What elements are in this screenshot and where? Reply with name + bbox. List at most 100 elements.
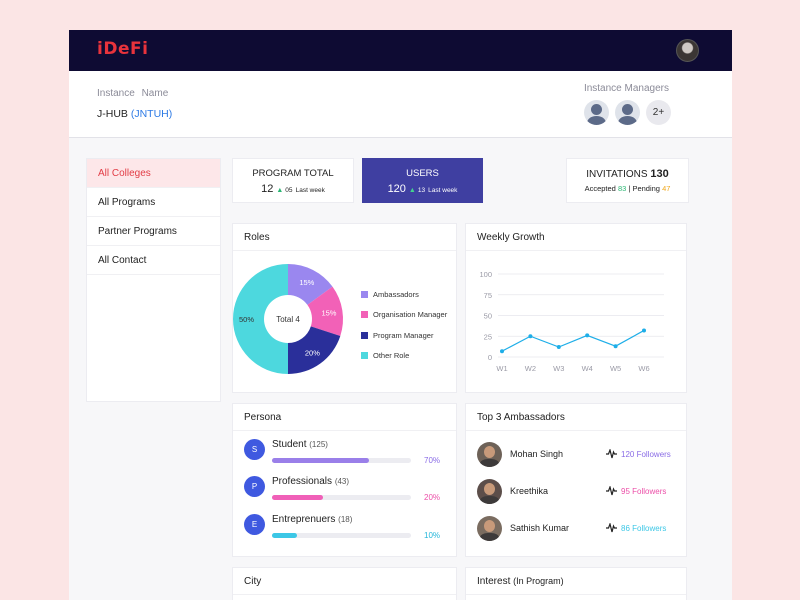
data-point[interactable]	[528, 334, 533, 339]
invitations-card[interactable]: INVITATIONS 130 Accepted 83 | Pending 47	[566, 158, 689, 203]
y-tick-label: 50	[484, 312, 492, 321]
data-point[interactable]	[500, 349, 504, 354]
legend-item-other-role: Other Role	[361, 346, 447, 367]
breakdown-separator: |	[628, 184, 631, 193]
invitations-title: INVITATIONS	[586, 169, 648, 180]
city-title: City	[233, 568, 456, 595]
data-point[interactable]	[642, 328, 646, 333]
sidebar-item-all-programs[interactable]: All Programs	[87, 188, 220, 217]
ambassador-followers: 86 Followers	[621, 524, 667, 533]
manager-avatar[interactable]	[584, 100, 609, 125]
instance-name: J-HUB (JNTUH)	[97, 108, 172, 120]
slice-label: 15%	[321, 309, 336, 318]
interest-panel: Interest (In Program)	[465, 567, 687, 600]
persona-row-student[interactable]: S Student (125) 70%	[244, 438, 444, 468]
persona-percent: 20%	[424, 493, 441, 502]
slice-label: 15%	[299, 278, 314, 287]
persona-progress-track	[272, 495, 411, 500]
donut-slice[interactable]	[307, 286, 343, 336]
persona-count: (125)	[309, 440, 328, 449]
activity-icon	[606, 449, 617, 459]
sidebar-item-all-contact[interactable]: All Contact	[87, 246, 220, 275]
invitations-breakdown: Accepted 83 | Pending 47	[567, 184, 688, 193]
pending-label: Pending	[632, 184, 660, 193]
persona-progress-track	[272, 533, 411, 538]
app-logo[interactable]: iDeFi	[97, 39, 149, 59]
data-point[interactable]	[556, 345, 561, 350]
roles-legend: Ambassadors Organisation Manager Program…	[361, 284, 447, 366]
persona-progress-fill	[272, 533, 298, 538]
donut-slice[interactable]	[233, 264, 288, 374]
managers-avatars: 2+	[584, 100, 671, 125]
instance-label: Instance Name	[97, 88, 169, 99]
ambassador-followers: 95 Followers	[621, 487, 667, 496]
city-panel: City	[232, 567, 457, 600]
persona-title: Persona	[233, 404, 456, 431]
sidebar: All Colleges All Programs Partner Progra…	[86, 158, 221, 402]
program-total-card[interactable]: PROGRAM TOTAL 12 ▲ 05 Last week	[232, 158, 354, 203]
program-total-title: PROGRAM TOTAL	[252, 168, 334, 179]
persona-percent: 70%	[424, 456, 441, 465]
ambassador-name: Sathish Kumar	[510, 523, 570, 533]
instance-name-code: (JNTUH)	[130, 108, 173, 120]
weekly-growth-panel: Weekly Growth 0 25 50 75 100 W1 W2 W3 W4 W5 W6	[465, 223, 687, 393]
invitations-count: 130	[650, 168, 669, 180]
persona-initial: P	[244, 476, 265, 497]
slice-label: 50%	[239, 315, 254, 324]
persona-name: Professionals (43)	[272, 476, 349, 487]
roles-panel: Roles 15% 15% 20% 50% Total 4 Ambassadors Or…	[232, 223, 457, 393]
ambassador-name: Kreethika	[510, 486, 549, 496]
invitations-title-line: INVITATIONS 130	[567, 168, 688, 180]
data-point[interactable]	[613, 344, 618, 349]
x-tick-label: W6	[638, 364, 649, 373]
user-avatar[interactable]	[676, 39, 699, 62]
managers-more-button[interactable]: 2+	[646, 100, 671, 125]
weekly-growth-title: Weekly Growth	[466, 224, 686, 251]
persona-name-text: Professionals	[272, 476, 333, 487]
manager-avatar[interactable]	[615, 100, 640, 125]
ambassador-avatar	[477, 479, 502, 504]
legend-label: Other Role	[373, 351, 410, 361]
persona-row-professionals[interactable]: P Professionals (43) 20%	[244, 475, 444, 505]
interest-title: Interest (In Program)	[466, 568, 686, 595]
donut-center-label: Total 4	[276, 315, 300, 324]
x-tick-label: W3	[553, 364, 564, 373]
users-line: 120 ▲ 13 Last week	[363, 183, 482, 195]
x-tick-label: W4	[582, 364, 593, 373]
legend-swatch	[361, 311, 368, 319]
y-tick-label: 0	[488, 353, 492, 362]
instance-header: Instance Name J-HUB (JNTUH) Instance Man…	[69, 71, 732, 138]
program-total-delta: 05	[285, 187, 293, 194]
roles-donut-chart: 15% 15% 20% 50% Total 4	[233, 264, 343, 374]
ambassador-row[interactable]: Kreethika 95 Followers	[477, 479, 677, 507]
sidebar-item-all-colleges[interactable]: All Colleges	[87, 159, 220, 188]
users-value: 120	[387, 183, 406, 195]
interest-title-text: Interest	[477, 576, 511, 587]
persona-initial: S	[244, 439, 265, 460]
app-window: iDeFi Instance Name J-HUB (JNTUH) Instan…	[69, 30, 732, 600]
ambassador-followers: 120 Followers	[621, 450, 671, 459]
top-ambassadors-title: Top 3 Ambassadors	[466, 404, 686, 431]
persona-name-text: Entreprenuers	[272, 514, 336, 525]
donut-slice[interactable]	[288, 264, 333, 305]
ambassador-avatar	[477, 442, 502, 467]
donut-slice[interactable]	[288, 326, 341, 374]
persona-count: (43)	[334, 477, 350, 486]
accepted-label: Accepted	[584, 184, 616, 193]
users-card[interactable]: USERS 120 ▲ 13 Last week	[362, 158, 483, 203]
users-delta-label: Last week	[428, 187, 458, 194]
activity-icon	[606, 523, 617, 533]
legend-item-organisation-manager: Organisation Manager	[361, 305, 447, 326]
ambassador-row[interactable]: Mohan Singh 120 Followers	[477, 442, 677, 470]
persona-name: Student (125)	[272, 439, 328, 450]
legend-swatch	[361, 352, 368, 360]
persona-progress-fill	[272, 458, 370, 463]
x-tick-label: W1	[496, 364, 507, 373]
ambassador-row[interactable]: Sathish Kumar 86 Followers	[477, 516, 677, 544]
data-point[interactable]	[585, 333, 590, 338]
weekly-growth-chart: 0 25 50 75 100 W1 W2 W3 W4 W5 W6	[479, 270, 664, 373]
persona-name: Entreprenuers (18)	[272, 514, 352, 525]
persona-row-entrepreneurs[interactable]: E Entreprenuers (18) 10%	[244, 513, 444, 543]
sidebar-item-partner-programs[interactable]: Partner Programs	[87, 217, 220, 246]
trend-up-icon: ▲	[276, 187, 284, 194]
